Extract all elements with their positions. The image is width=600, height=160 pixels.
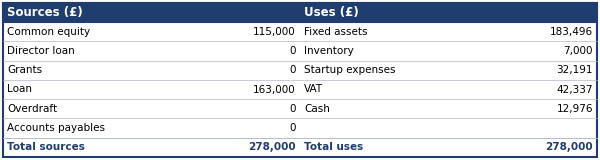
Text: 183,496: 183,496 xyxy=(550,27,593,37)
Text: Common equity: Common equity xyxy=(7,27,90,37)
Text: Grants: Grants xyxy=(7,65,42,75)
Text: 0: 0 xyxy=(290,104,296,114)
Text: 115,000: 115,000 xyxy=(253,27,296,37)
Text: 163,000: 163,000 xyxy=(253,84,296,95)
Text: Cash: Cash xyxy=(304,104,330,114)
Text: 12,976: 12,976 xyxy=(557,104,593,114)
Text: 0: 0 xyxy=(290,123,296,133)
Text: Total uses: Total uses xyxy=(304,142,363,152)
Text: VAT: VAT xyxy=(304,84,323,95)
Text: 278,000: 278,000 xyxy=(248,142,296,152)
Text: Fixed assets: Fixed assets xyxy=(304,27,367,37)
Text: Director loan: Director loan xyxy=(7,46,75,56)
Text: Inventory: Inventory xyxy=(304,46,354,56)
Text: Overdraft: Overdraft xyxy=(7,104,57,114)
Text: Startup expenses: Startup expenses xyxy=(304,65,395,75)
Text: Loan: Loan xyxy=(7,84,32,95)
Text: Accounts payables: Accounts payables xyxy=(7,123,105,133)
Text: 0: 0 xyxy=(290,65,296,75)
Text: 32,191: 32,191 xyxy=(557,65,593,75)
Text: 42,337: 42,337 xyxy=(557,84,593,95)
Bar xyxy=(3,3,597,22)
Text: 278,000: 278,000 xyxy=(545,142,593,152)
Text: 7,000: 7,000 xyxy=(563,46,593,56)
Text: 0: 0 xyxy=(290,46,296,56)
Text: Total sources: Total sources xyxy=(7,142,85,152)
Text: Uses (£): Uses (£) xyxy=(304,6,359,19)
Text: Sources (£): Sources (£) xyxy=(7,6,83,19)
